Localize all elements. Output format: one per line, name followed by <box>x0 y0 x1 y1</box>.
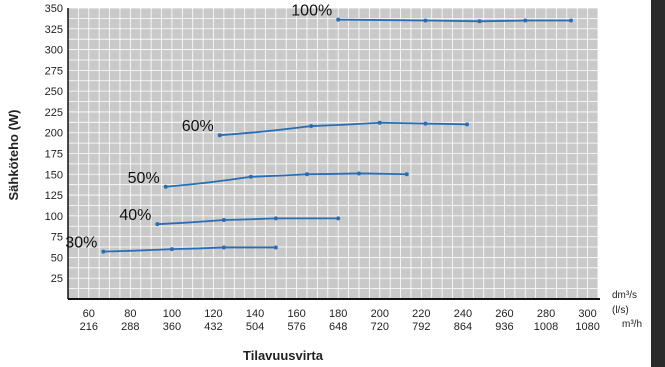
series-label: 100% <box>291 3 332 20</box>
x-tick-label-dm3s: 140 <box>246 308 264 320</box>
series-label: 60% <box>182 118 214 135</box>
x-tick-label-dm3s: 220 <box>412 308 430 320</box>
y-tick-label: 250 <box>45 86 63 98</box>
x-unit-label-m3h: m³/h <box>622 319 642 330</box>
y-tick-labels: 25 50 75 100 125 150 175 200 225 250 275 300 325 350 <box>45 3 63 285</box>
series-lines <box>101 17 573 254</box>
data-point <box>423 18 428 23</box>
data-point <box>523 18 528 23</box>
x-tick-label-m3h: 504 <box>246 321 264 333</box>
data-point <box>477 19 482 24</box>
data-point <box>217 133 222 138</box>
data-point <box>221 218 226 223</box>
x-tick-label-dm3s: 280 <box>537 308 555 320</box>
x-tick-label-dm3s: 180 <box>329 308 347 320</box>
data-point <box>336 17 341 22</box>
series-label: 50% <box>128 170 160 187</box>
x-tick-label-m3h: 432 <box>204 321 222 333</box>
x-tick-label-m3h: 936 <box>495 321 513 333</box>
y-tick-label: 75 <box>51 232 63 244</box>
x-unit-label-dm3s: dm³/s <box>612 290 637 301</box>
y-tick-label: 50 <box>51 252 63 264</box>
x-tick-label-dm3s: 100 <box>163 308 181 320</box>
series-line-30pct <box>103 246 276 253</box>
y-tick-label: 225 <box>45 107 63 119</box>
y-tick-label: 350 <box>45 3 63 15</box>
x-unit-label-ls: (l/s) <box>612 305 629 316</box>
data-point <box>155 222 160 227</box>
x-tick-label-m3h: 288 <box>121 321 139 333</box>
grid <box>67 7 599 300</box>
data-point <box>273 216 278 221</box>
data-point <box>163 184 168 189</box>
data-point <box>336 216 341 221</box>
data-point <box>248 174 253 179</box>
data-point <box>404 172 409 177</box>
x-tick-label-m3h: 576 <box>287 321 305 333</box>
y-tick-label: 300 <box>45 45 63 57</box>
x-tick-label-m3h: 1008 <box>534 321 558 333</box>
series-labels: 30% 40% 50% 60% 100% <box>65 3 332 252</box>
data-point <box>309 124 314 129</box>
x-tick-label-dm3s: 80 <box>124 308 136 320</box>
x-tick-label-dm3s: 120 <box>204 308 222 320</box>
series-label: 40% <box>119 207 151 224</box>
y-tick-label: 200 <box>45 128 63 140</box>
y-tick-label: 125 <box>45 190 63 202</box>
x-tick-label-m3h: 216 <box>80 321 98 333</box>
data-point <box>221 245 226 250</box>
series-label: 30% <box>65 235 97 252</box>
y-tick-label: 25 <box>51 273 63 285</box>
series-line-60pct <box>219 121 468 137</box>
series-line-40pct <box>157 217 339 226</box>
data-point <box>377 120 382 125</box>
x-tick-label-m3h: 648 <box>329 321 347 333</box>
y-axis-title: Sähköteho (W) <box>6 110 21 201</box>
y-tick-label: 325 <box>45 24 63 36</box>
y-tick-label: 275 <box>45 65 63 77</box>
y-tick-label: 100 <box>45 211 63 223</box>
x-tick-label-m3h: 792 <box>412 321 430 333</box>
data-point <box>273 245 278 250</box>
x-tick-label-dm3s: 200 <box>371 308 389 320</box>
data-point <box>568 18 573 23</box>
data-point <box>465 122 470 127</box>
x-axis-title: Tilavuusvirta <box>243 348 324 363</box>
data-point <box>101 249 106 254</box>
right-edge-bar <box>651 0 665 367</box>
data-point <box>423 121 428 126</box>
data-point <box>356 171 361 176</box>
y-tick-label: 150 <box>45 169 63 181</box>
x-tick-label-m3h: 864 <box>454 321 472 333</box>
x-tick-label-m3h: 1080 <box>575 321 599 333</box>
x-tick-label-m3h: 720 <box>371 321 389 333</box>
x-tick-label-dm3s: 160 <box>287 308 305 320</box>
x-tick-label-m3h: 360 <box>163 321 181 333</box>
x-tick-label-dm3s: 260 <box>495 308 513 320</box>
y-tick-label: 175 <box>45 149 63 161</box>
x-tick-label-dm3s: 300 <box>578 308 596 320</box>
x-tick-label-dm3s: 60 <box>83 308 95 320</box>
x-tick-label-dm3s: 240 <box>454 308 472 320</box>
data-point <box>305 172 310 177</box>
data-point <box>169 247 174 252</box>
